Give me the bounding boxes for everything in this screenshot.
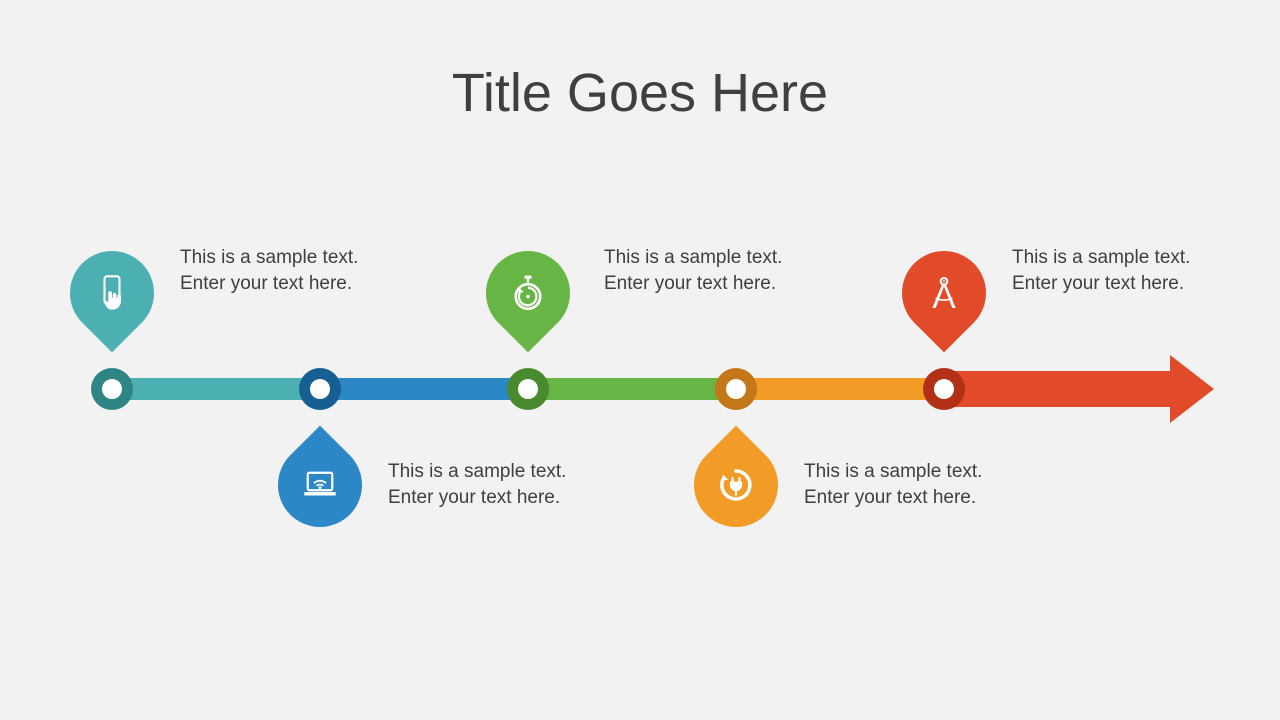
pin-1 xyxy=(53,233,172,352)
timeline-node-1-inner xyxy=(102,379,122,399)
timeline-node-4-inner xyxy=(726,379,746,399)
caption-4: This is a sample text. Enter your text h… xyxy=(804,459,984,510)
compass-drafting-icon xyxy=(924,273,964,313)
timeline-node-2-inner xyxy=(310,379,330,399)
timeline-segment-1 xyxy=(112,378,320,400)
stopwatch-refresh-icon xyxy=(507,272,549,314)
pin-3 xyxy=(469,233,588,352)
timeline-segment-3 xyxy=(528,378,736,400)
touch-phone-icon xyxy=(92,273,132,313)
timeline-node-3-inner xyxy=(518,379,538,399)
caption-2: This is a sample text. Enter your text h… xyxy=(388,459,568,510)
timeline-arrow-stem xyxy=(944,371,1178,407)
caption-1: This is a sample text. Enter your text h… xyxy=(180,245,360,296)
slide-title: Title Goes Here xyxy=(0,62,1280,124)
caption-5: This is a sample text. Enter your text h… xyxy=(1012,245,1192,296)
timeline-segment-2 xyxy=(320,378,528,400)
timeline-segment-4 xyxy=(736,378,944,400)
slide-canvas: Title Goes Here This is a sample text. E… xyxy=(0,0,1280,720)
laptop-wifi-icon xyxy=(299,464,341,506)
timeline-node-5-inner xyxy=(934,379,954,399)
pin-4 xyxy=(677,426,796,545)
pin-5 xyxy=(885,233,1004,352)
pin-2 xyxy=(261,426,380,545)
caption-3: This is a sample text. Enter your text h… xyxy=(604,245,784,296)
plug-circle-icon xyxy=(715,464,757,506)
timeline-arrow-head xyxy=(1170,355,1214,423)
